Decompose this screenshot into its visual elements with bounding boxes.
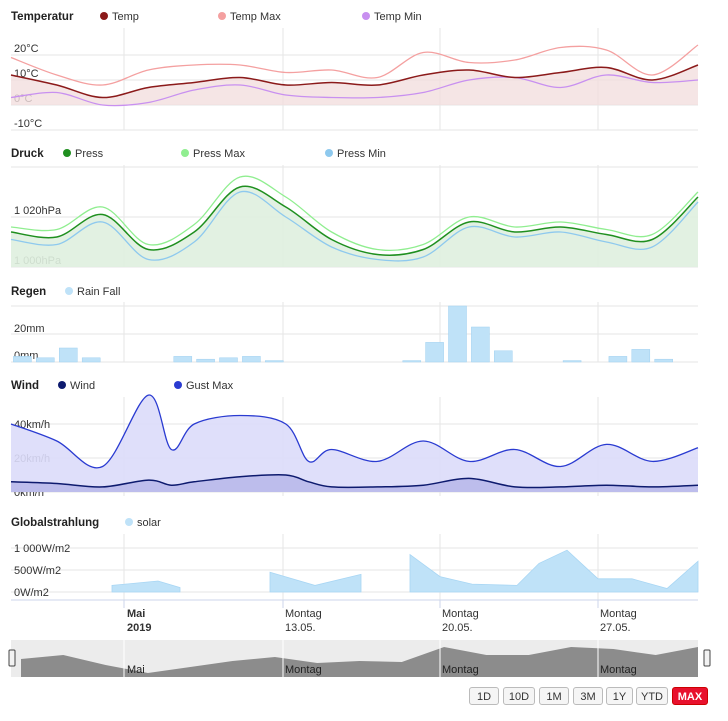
x-axis-label-line1: Montag bbox=[442, 608, 479, 620]
legend-press-label: Press bbox=[75, 148, 104, 160]
x-axis-label-line1: Mai bbox=[127, 608, 145, 620]
x-axis-label-line2: 13.05. bbox=[285, 622, 316, 634]
legend-rain-dot[interactable] bbox=[65, 287, 73, 295]
x-axis-label-line2: 27.05. bbox=[600, 622, 631, 634]
rain-bar bbox=[608, 356, 628, 363]
legend-press-min-label: Press Min bbox=[337, 148, 386, 160]
rain-bar bbox=[631, 349, 651, 363]
rain-bar bbox=[425, 342, 444, 363]
rain-bar bbox=[59, 347, 78, 363]
rain-bar bbox=[173, 356, 193, 363]
press-line bbox=[10, 185, 699, 256]
legend-wind-label: Wind bbox=[70, 380, 95, 392]
x-axis-label-line1: Montag bbox=[600, 608, 637, 620]
temp-max-line bbox=[10, 44, 699, 86]
press-max-line bbox=[10, 175, 699, 252]
legend-temp-dot[interactable] bbox=[100, 12, 108, 20]
gust-max-line bbox=[10, 394, 699, 469]
temp-y-tick-label: 20°C bbox=[14, 43, 39, 55]
temp-min-line bbox=[10, 74, 699, 107]
rain-bar bbox=[219, 357, 238, 363]
navigator-label: Montag bbox=[600, 664, 637, 676]
temp-y-tick-label: -10°C bbox=[14, 118, 42, 130]
rain-bar bbox=[654, 358, 673, 363]
wind-line bbox=[10, 473, 699, 489]
temp-area bbox=[11, 65, 698, 105]
solar-area-segment bbox=[409, 549, 699, 593]
rain-bar bbox=[13, 356, 32, 363]
solar-y-tick-label: 1 000W/m2 bbox=[14, 543, 70, 555]
rain-bar bbox=[36, 357, 55, 363]
press-y-tick-label: 1 020hPa bbox=[14, 205, 62, 217]
rain-bar bbox=[494, 350, 513, 363]
press-min-line bbox=[10, 190, 699, 262]
legend-press-max-dot[interactable] bbox=[181, 149, 189, 157]
solar-y-tick-label: 0W/m2 bbox=[14, 587, 49, 599]
range-1y-button[interactable]: 1Y bbox=[606, 687, 633, 705]
x-axis-label-line2: 2019 bbox=[127, 622, 151, 634]
rain-bar bbox=[242, 356, 261, 363]
rain-bar bbox=[402, 360, 422, 363]
legend-gust-max-dot[interactable] bbox=[174, 381, 182, 389]
solar-area-segment bbox=[111, 580, 181, 593]
wind-title: Wind bbox=[11, 380, 39, 392]
temp-line bbox=[10, 64, 699, 99]
druck-title: Druck bbox=[11, 148, 44, 160]
x-axis-label-line1: Montag bbox=[285, 608, 322, 620]
regen-title: Regen bbox=[11, 286, 46, 298]
navigator-left-handle[interactable] bbox=[8, 649, 16, 667]
range-1m-button[interactable]: 1M bbox=[539, 687, 569, 705]
legend-rain-label: Rain Fall bbox=[77, 286, 120, 298]
navigator-label: Montag bbox=[442, 664, 479, 676]
legend-press-min-dot[interactable] bbox=[325, 149, 333, 157]
rain-bar bbox=[196, 358, 215, 363]
legend-temp-min-dot[interactable] bbox=[362, 12, 370, 20]
legend-wind-dot[interactable] bbox=[58, 381, 66, 389]
legend-temp-label: Temp bbox=[112, 11, 139, 23]
range-1d-button[interactable]: 1D bbox=[469, 687, 499, 705]
rain-bar bbox=[265, 360, 284, 363]
navigator-area bbox=[21, 647, 698, 677]
legend-solar-label: solar bbox=[137, 517, 161, 529]
x-axis-label-line2: 20.05. bbox=[442, 622, 473, 634]
legend-press-dot[interactable] bbox=[63, 149, 71, 157]
legend-solar-dot[interactable] bbox=[125, 518, 133, 526]
legend-press-max-label: Press Max bbox=[193, 148, 245, 160]
legend-temp-min-label: Temp Min bbox=[374, 11, 422, 23]
legend-temp-max-label: Temp Max bbox=[230, 11, 281, 23]
range-max-button[interactable]: MAX bbox=[672, 687, 708, 705]
legend-gust-max-label: Gust Max bbox=[186, 380, 234, 392]
solar-area-segment bbox=[269, 571, 362, 593]
globalstrahlung-title: Globalstrahlung bbox=[11, 517, 99, 529]
navigator-label: Montag bbox=[285, 664, 322, 676]
navigator-label: Mai bbox=[127, 664, 145, 676]
rain-bar bbox=[471, 326, 490, 363]
temperatur-title: Temperatur bbox=[11, 11, 74, 23]
rain-bar bbox=[81, 357, 101, 363]
gust-area bbox=[11, 394, 698, 492]
navigator-right-handle[interactable] bbox=[703, 649, 711, 667]
solar-y-tick-label: 500W/m2 bbox=[14, 565, 61, 577]
range-3m-button[interactable]: 3M bbox=[573, 687, 603, 705]
range-10d-button[interactable]: 10D bbox=[503, 687, 535, 705]
range-ytd-button[interactable]: YTD bbox=[636, 687, 668, 705]
rain-bar bbox=[562, 360, 582, 363]
press-area bbox=[11, 186, 698, 267]
rain-y-tick-label: 20mm bbox=[14, 323, 45, 335]
rain-bar bbox=[448, 305, 467, 363]
legend-temp-max-dot[interactable] bbox=[218, 12, 226, 20]
